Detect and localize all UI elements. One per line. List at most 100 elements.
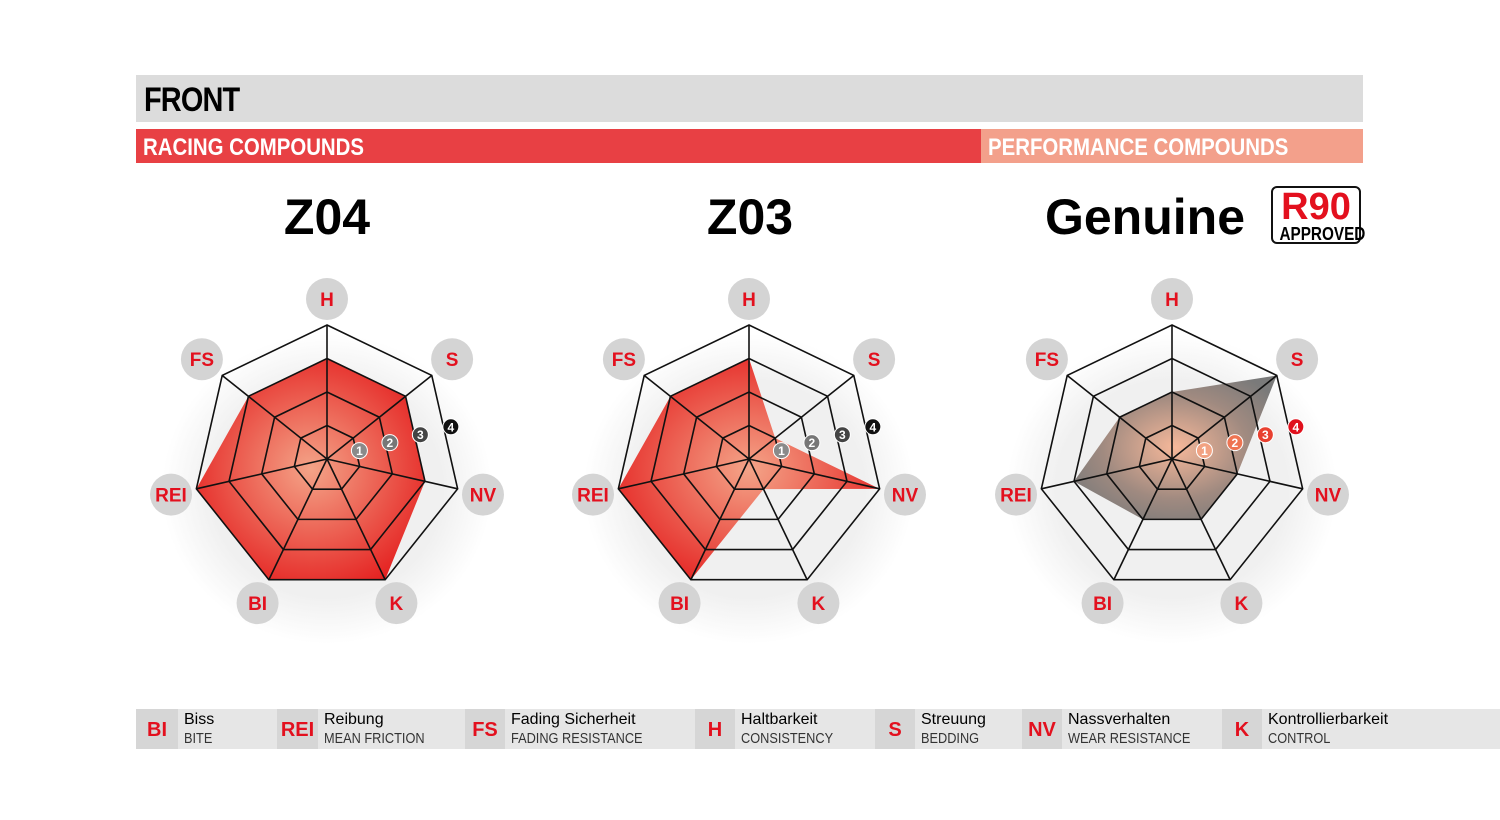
axis-label-BI: BI	[248, 594, 267, 615]
legend-item-REI: Reibung MEAN FRICTION	[318, 709, 465, 749]
legend-item-BI: Biss BITE	[178, 709, 277, 749]
ring-label-4: 4	[447, 420, 454, 434]
grid-ring-4	[1040, 324, 1304, 581]
axis-line-FS	[1066, 374, 1173, 460]
axis-label-FS: FS	[190, 350, 214, 371]
ring-label-bg-1	[350, 442, 368, 460]
ring-label-bg-2	[803, 434, 821, 452]
legend-abbr-K: K	[1222, 709, 1262, 749]
racing-compounds-label: RACING COMPOUNDS	[143, 134, 365, 161]
ring-label-bg-1	[1195, 442, 1213, 460]
axis-line-REI	[1041, 458, 1173, 490]
badge-approved: APPROVED	[1279, 224, 1366, 244]
legend-item-S: Streuung BEDDING	[915, 709, 1022, 749]
axis-line-K	[1171, 458, 1231, 581]
axis-label-S: S	[868, 350, 881, 371]
axis-line-BI	[268, 458, 328, 581]
performance-compounds-label: PERFORMANCE COMPOUNDS	[988, 134, 1289, 161]
axis-label-bg-REI	[150, 473, 193, 516]
ring-label-2: 2	[809, 436, 816, 450]
ring-label-bg-4	[864, 418, 882, 436]
axis-label-bg-K	[1220, 582, 1263, 625]
legend-german: Haltbarkeit	[741, 711, 818, 728]
legend-abbr-NV: NV	[1022, 709, 1062, 749]
axis-label-H: H	[742, 290, 756, 311]
axis-label-FS: FS	[1035, 350, 1059, 371]
axis-label-NV: NV	[892, 486, 919, 507]
axis-label-REI: REI	[577, 486, 609, 507]
axis-label-NV: NV	[470, 486, 497, 507]
axis-label-H: H	[320, 290, 334, 311]
legend-english: FADING RESISTANCE	[511, 730, 643, 747]
grid-ring-1	[1138, 424, 1206, 490]
axis-label-bg-BI	[658, 582, 701, 625]
axis-label-BI: BI	[670, 594, 689, 615]
grid-ring-2	[1105, 391, 1239, 521]
ring-label-4: 4	[1292, 420, 1299, 434]
axis-line-REI	[618, 458, 750, 490]
axis-label-bg-NV	[883, 473, 926, 516]
axis-label-FS: FS	[612, 350, 636, 371]
legend-english: CONSISTENCY	[741, 730, 834, 747]
axis-label-bg-K	[375, 582, 418, 625]
axis-label-bg-H	[1151, 278, 1193, 320]
legend-abbr-FS: FS	[465, 709, 505, 749]
grid-ring-4	[195, 324, 459, 581]
grid-ring-3	[228, 357, 426, 551]
axis-label-bg-NV	[461, 473, 504, 516]
axis-label-bg-S	[431, 338, 474, 381]
data-polygon	[1074, 375, 1277, 520]
section-header: FRONT	[136, 75, 1363, 122]
axis-line-K	[326, 458, 386, 581]
axis-line-FS	[221, 374, 328, 460]
legend-item-FS: Fading Sicherheit FADING RESISTANCE	[505, 709, 695, 749]
axis-label-NV: NV	[1315, 486, 1342, 507]
racing-compounds-band: RACING COMPOUNDS	[136, 129, 981, 163]
axis-label-H: H	[1165, 290, 1179, 311]
ring-label-bg-3	[1256, 426, 1274, 444]
ring-label-1: 1	[778, 444, 785, 458]
legend-abbr-H: H	[695, 709, 735, 749]
radar-genuine: H S NV K BI REI FS 1 2 3 4	[995, 278, 1349, 644]
legend-english: BEDDING	[921, 730, 980, 747]
axis-line-BI	[690, 458, 750, 581]
axis-label-bg-REI	[995, 473, 1038, 516]
ring-label-bg-4	[1287, 418, 1305, 436]
axis-line-S	[326, 374, 433, 460]
ring-label-bg-2	[381, 434, 399, 452]
axis-label-bg-S	[1276, 338, 1319, 381]
ring-label-4: 4	[869, 420, 876, 434]
axis-label-bg-K	[797, 582, 840, 625]
legend: BI Biss BITE REI Reibung MEAN FRICTION FS …	[0, 709, 1500, 749]
grid-ring-4	[617, 324, 881, 581]
axis-line-NV	[748, 458, 880, 490]
legend-english: MEAN FRICTION	[324, 730, 425, 747]
axis-label-REI: REI	[155, 486, 187, 507]
legend-german: Reibung	[324, 711, 384, 728]
axis-line-NV	[326, 458, 458, 490]
axis-label-bg-S	[853, 338, 896, 381]
ring-label-1: 1	[1201, 444, 1208, 458]
performance-compounds-band: PERFORMANCE COMPOUNDS	[981, 129, 1363, 163]
axis-label-bg-FS	[180, 338, 223, 381]
ring-label-bg-4	[442, 418, 460, 436]
axis-line-K	[748, 458, 808, 581]
axis-label-bg-FS	[1025, 338, 1068, 381]
legend-english: CONTROL	[1268, 730, 1331, 747]
ring-label-2: 2	[387, 436, 394, 450]
legend-german: Nassverhalten	[1068, 711, 1171, 728]
axis-label-K: K	[812, 594, 826, 615]
axis-label-REI: REI	[1000, 486, 1032, 507]
axis-label-bg-FS	[602, 338, 645, 381]
data-polygon	[618, 358, 880, 580]
chart-title-z04: Z04	[283, 189, 371, 245]
legend-abbr-BI: BI	[136, 709, 178, 749]
ring-label-bg-3	[833, 426, 851, 444]
legend-english: BITE	[184, 730, 213, 747]
axis-line-S	[1171, 374, 1278, 460]
legend-item-K: Kontrollierbarkeit CONTROL	[1262, 709, 1500, 749]
axis-line-FS	[643, 374, 750, 460]
grid-ring-2	[260, 391, 394, 521]
chart-title-z03: Z03	[706, 189, 794, 245]
